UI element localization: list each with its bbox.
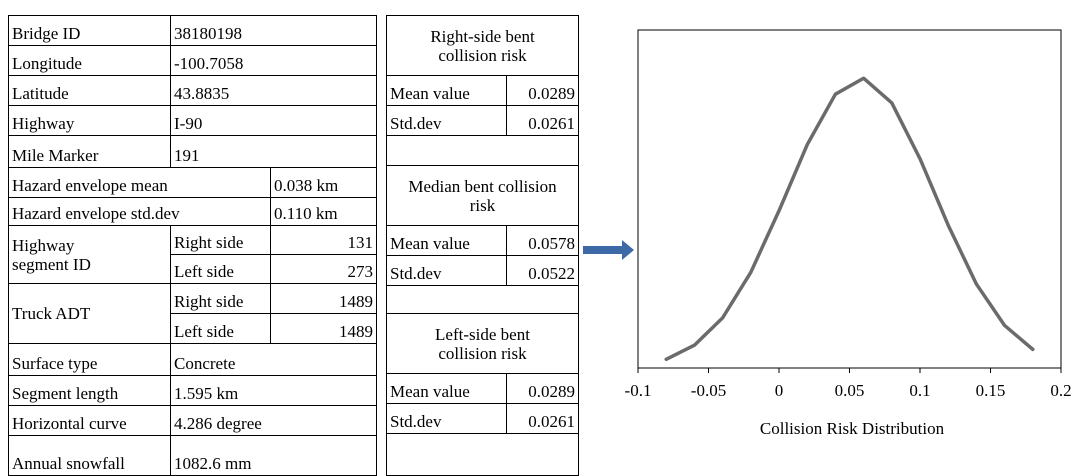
group-title-text: Left-side bent collision risk	[435, 324, 530, 363]
row-label: Highway segment ID	[8, 225, 171, 284]
row-value-text: 1489	[339, 292, 373, 311]
row-value-text: 0.038 km	[274, 176, 339, 195]
row-label-text: Latitude	[12, 84, 69, 103]
group-title-text: Right-side bent collision risk	[430, 26, 535, 65]
std-label-text: Std.dev	[390, 412, 442, 431]
chart: Collision Risk Distribution -0.1 -0.05 0 0.…	[583, 29, 1072, 438]
row-side-text: Left side	[174, 322, 234, 341]
row-label-text: Hazard envelope std.dev	[12, 204, 180, 223]
row-side-text: Left side	[174, 262, 234, 281]
mean-value-text: 0.0289	[528, 382, 575, 401]
x-tick-label: -0.1	[625, 381, 652, 400]
row-value-text: 1489	[339, 322, 373, 341]
row-label-text: Segment length	[12, 384, 119, 403]
std-label-text: Std.dev	[390, 264, 442, 283]
row-label-text: Highway segment ID	[12, 235, 91, 274]
arrow	[583, 240, 634, 260]
row-label-text: Highway	[12, 114, 75, 133]
group-title: Median bent collision risk	[386, 165, 579, 226]
std-value-text: 0.0261	[528, 114, 575, 133]
mean-label-text: Mean value	[390, 84, 470, 103]
x-tick-label: 0.15	[976, 381, 1006, 400]
x-tick-label: 0.2	[1050, 381, 1071, 400]
row-side-text: Right side	[174, 292, 244, 311]
row-side-text: Right side	[174, 233, 244, 252]
row-value-text: 1.595 km	[174, 384, 239, 403]
row-value-text: 273	[347, 262, 374, 281]
mean-value-text: 0.0578	[528, 234, 575, 253]
std-value-text: 0.0522	[528, 264, 575, 283]
row-value-text: -100.7058	[174, 54, 244, 73]
row-value-text: 191	[174, 146, 200, 165]
line	[664, 76, 1035, 362]
row-value-text: 38180198	[174, 24, 242, 43]
group-title-text: Median bent collision risk	[408, 176, 557, 215]
mean-label-text: Mean value	[390, 382, 470, 401]
std-value-text: 0.0261	[528, 412, 575, 431]
figure: Bridge ID 38180198 Longitude -100.7058 Latit…	[8, 15, 579, 476]
row-label-text: Longitude	[12, 54, 82, 73]
row-label-text: Horizontal curve	[12, 414, 127, 433]
row-value-text: 4.286 degree	[174, 414, 262, 433]
x-axis-label: Collision Risk Distribution	[760, 419, 945, 438]
x-tick-label: -0.05	[691, 381, 726, 400]
x-tick-label: 0.05	[835, 381, 865, 400]
row-value-text: Concrete	[174, 354, 236, 373]
row-value-text: 0.110 km	[274, 204, 338, 223]
row-value-text: 131	[347, 233, 374, 252]
page: {"info_table": {"rows": [ {"label": "Bri…	[8, 15, 1072, 476]
x-tick-label: 0	[775, 381, 784, 400]
mean-value-text: 0.0289	[528, 84, 575, 103]
row-label-text: Hazard envelope mean	[12, 176, 168, 195]
mean-label-text: Mean value	[390, 234, 470, 253]
row-label-text: Bridge ID	[12, 24, 81, 43]
x-tick-label: 0.1	[909, 381, 930, 400]
row-label-text: Mile Marker	[12, 146, 99, 165]
row-label-text: Surface type	[12, 354, 98, 373]
row-value-text: I-90	[174, 114, 203, 133]
std-label-text: Std.dev	[390, 114, 442, 133]
row-label-text: Truck ADT	[12, 304, 91, 323]
row-value-text: 43.8835	[174, 84, 230, 103]
